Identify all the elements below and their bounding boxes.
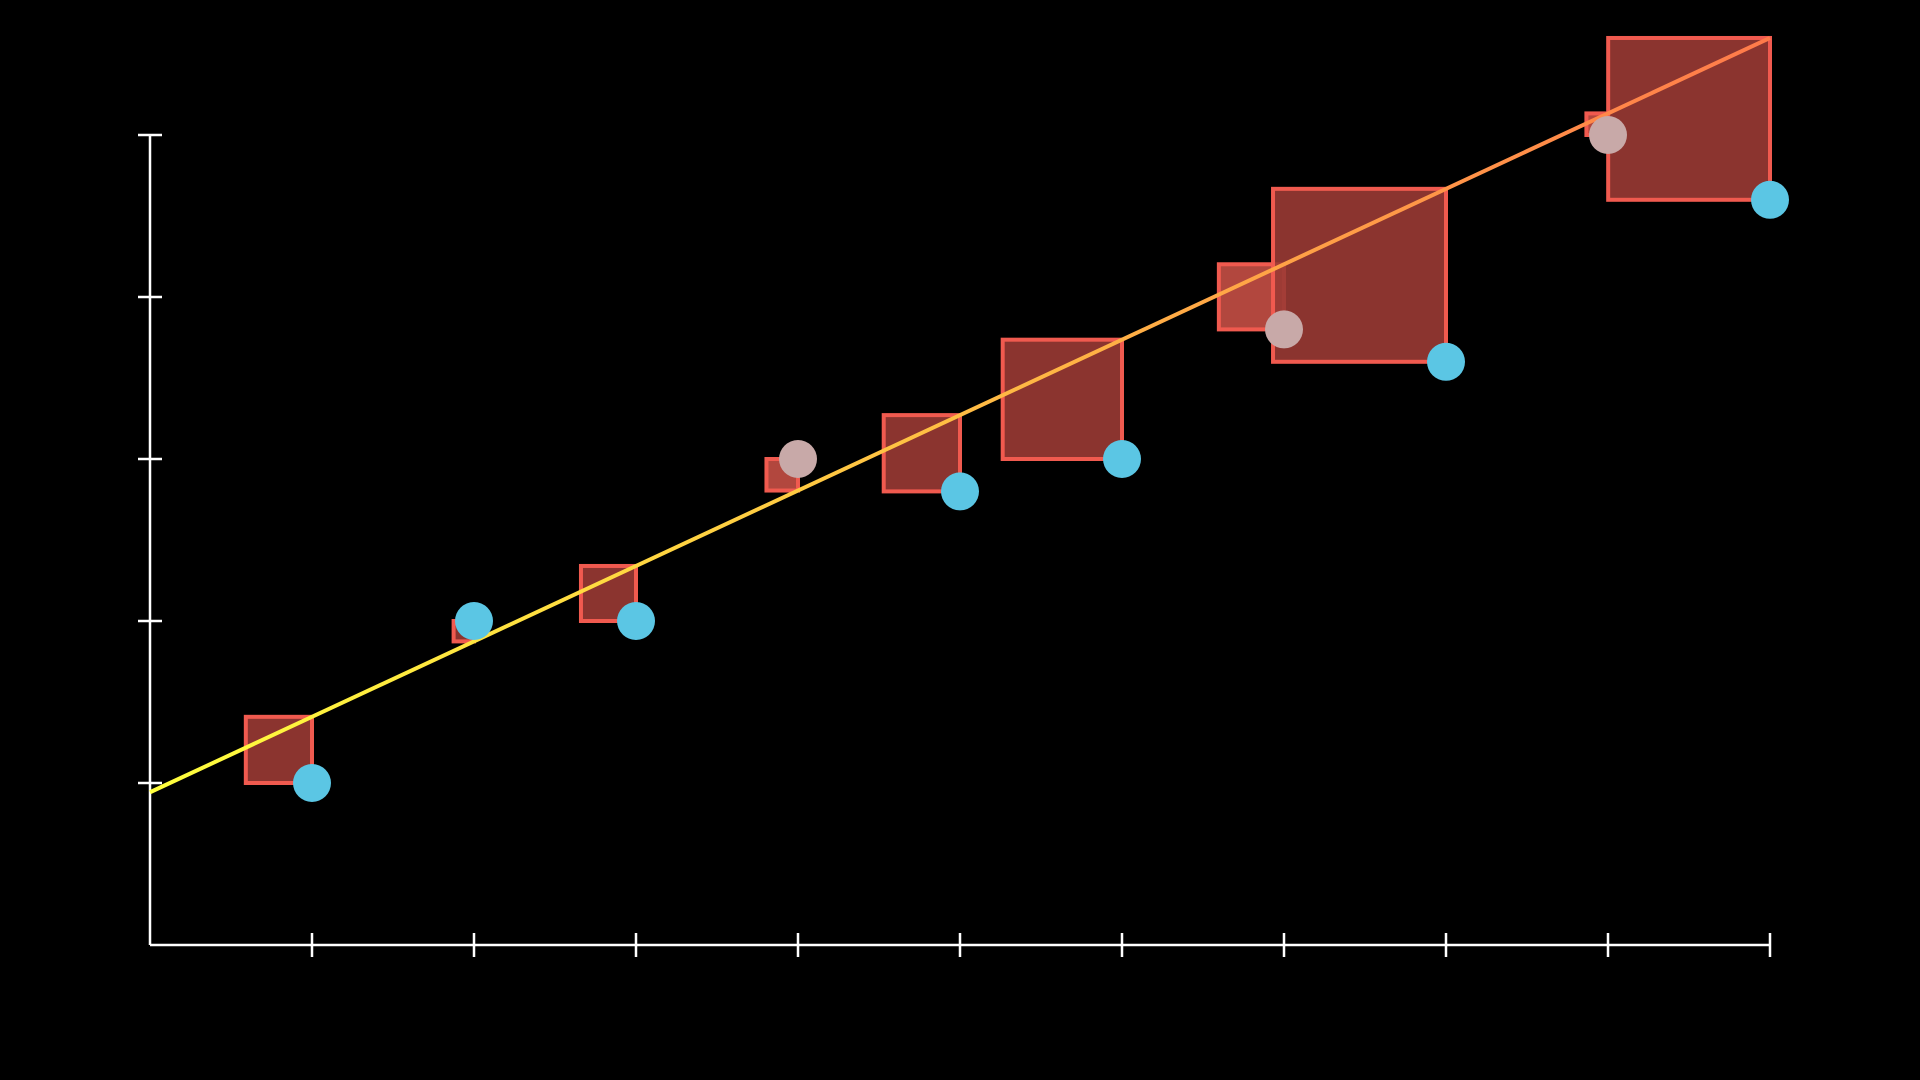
residual-square-6 (1000, 337, 1125, 462)
data-point-7 (1265, 310, 1303, 349)
residual-square-1 (243, 714, 314, 785)
data-point-9 (1589, 116, 1627, 154)
data-points (293, 116, 1789, 802)
data-point-4 (779, 440, 817, 478)
data-point-3 (617, 602, 655, 640)
fit-line-layer (149, 36, 1771, 795)
data-point-10 (1751, 180, 1789, 219)
residual-square-10 (1606, 35, 1773, 202)
data-point-1 (293, 764, 331, 802)
residual-squares (243, 35, 1773, 785)
data-point-2 (455, 602, 493, 640)
data-point-6 (1103, 440, 1141, 478)
data-point-8 (1427, 342, 1465, 381)
fit-line (149, 36, 1771, 795)
axes (138, 133, 1772, 957)
data-point-5 (941, 472, 979, 511)
